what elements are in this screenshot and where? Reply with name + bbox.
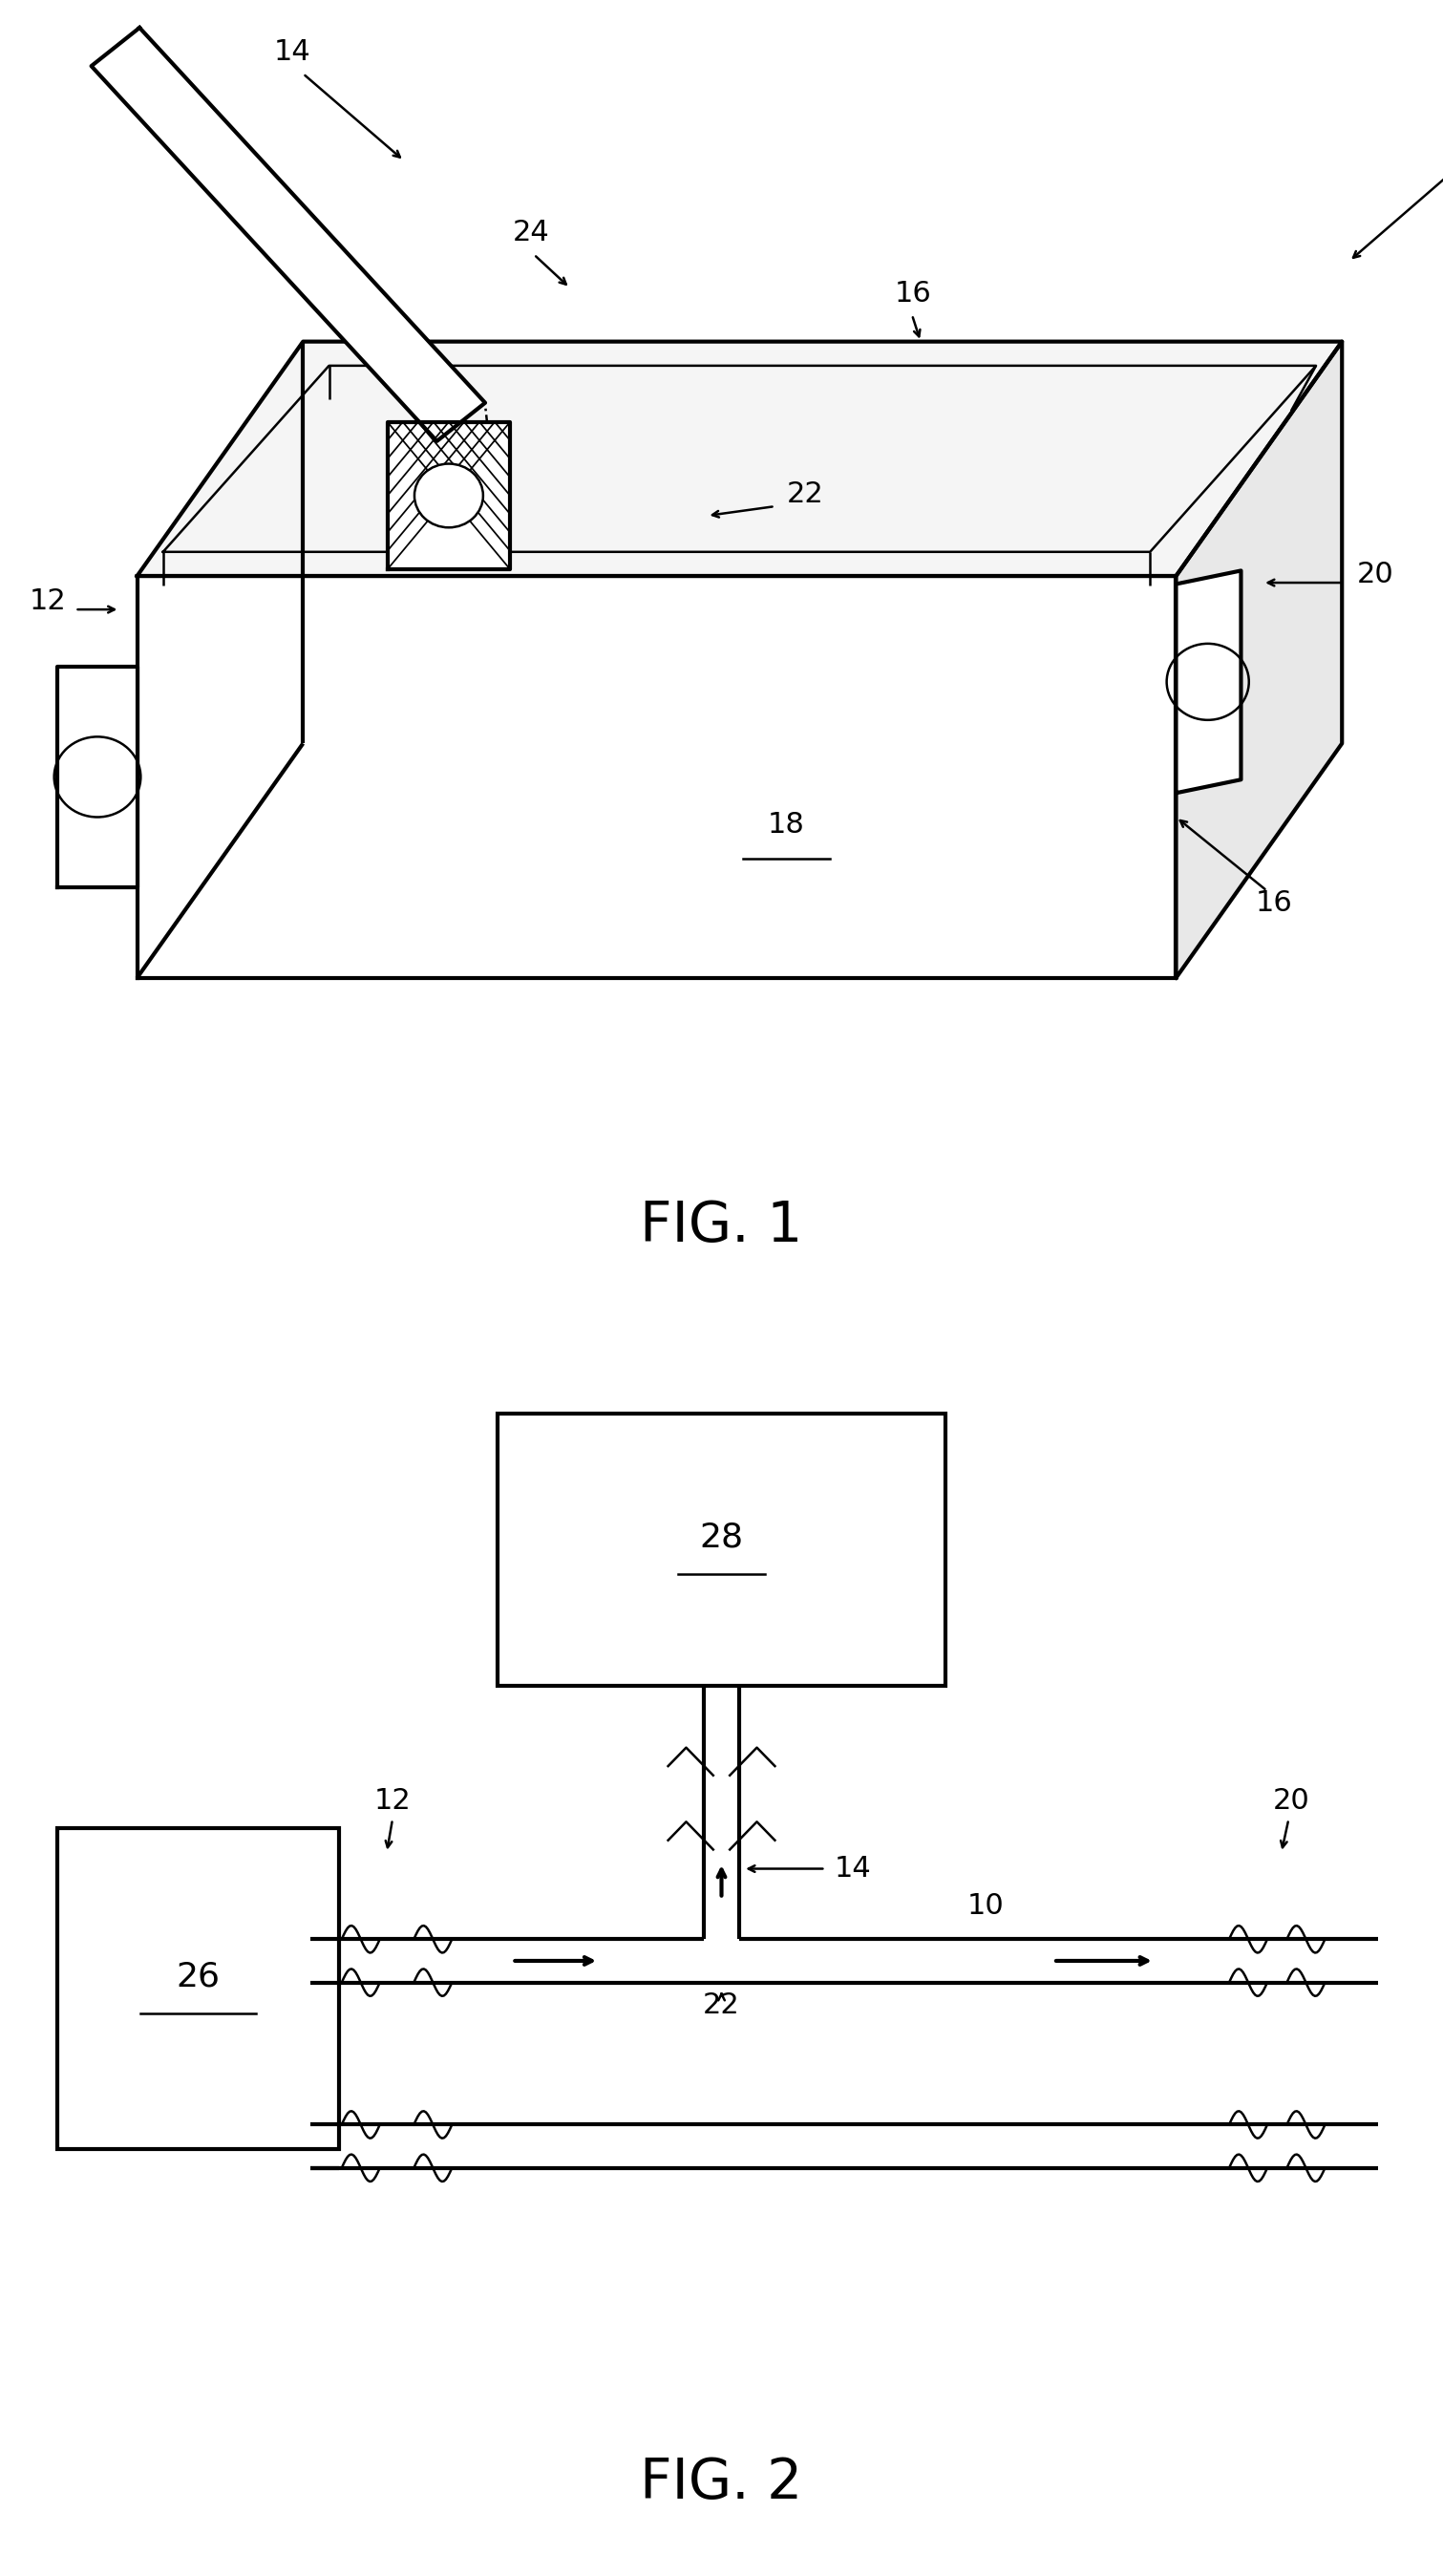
Text: 18: 18 [768, 811, 805, 840]
Text: 14: 14 [834, 1855, 872, 1883]
Polygon shape [91, 28, 485, 440]
Polygon shape [1176, 572, 1241, 793]
Text: 20: 20 [1356, 562, 1394, 587]
Text: 16: 16 [895, 278, 932, 307]
Polygon shape [1176, 343, 1342, 979]
Text: 22: 22 [703, 1991, 740, 2020]
Bar [58, 1829, 339, 2148]
Text: 20: 20 [1273, 1788, 1310, 1816]
Circle shape [414, 464, 483, 528]
Polygon shape [137, 577, 1176, 979]
Text: 24: 24 [512, 219, 550, 247]
Text: 22: 22 [786, 479, 824, 507]
Text: 12: 12 [374, 1788, 411, 1816]
Text: 26: 26 [176, 1960, 221, 1994]
Polygon shape [387, 422, 511, 569]
Text: 28: 28 [700, 1520, 743, 1553]
Bar [498, 1414, 945, 1685]
Polygon shape [137, 343, 1342, 577]
Polygon shape [58, 667, 137, 886]
Text: 16: 16 [1255, 889, 1293, 917]
Text: FIG. 1: FIG. 1 [641, 1198, 802, 1252]
Text: 10: 10 [967, 1893, 1004, 1919]
Text: 14: 14 [274, 39, 312, 67]
Text: 12: 12 [29, 587, 66, 616]
Text: FIG. 2: FIG. 2 [641, 2455, 802, 2512]
